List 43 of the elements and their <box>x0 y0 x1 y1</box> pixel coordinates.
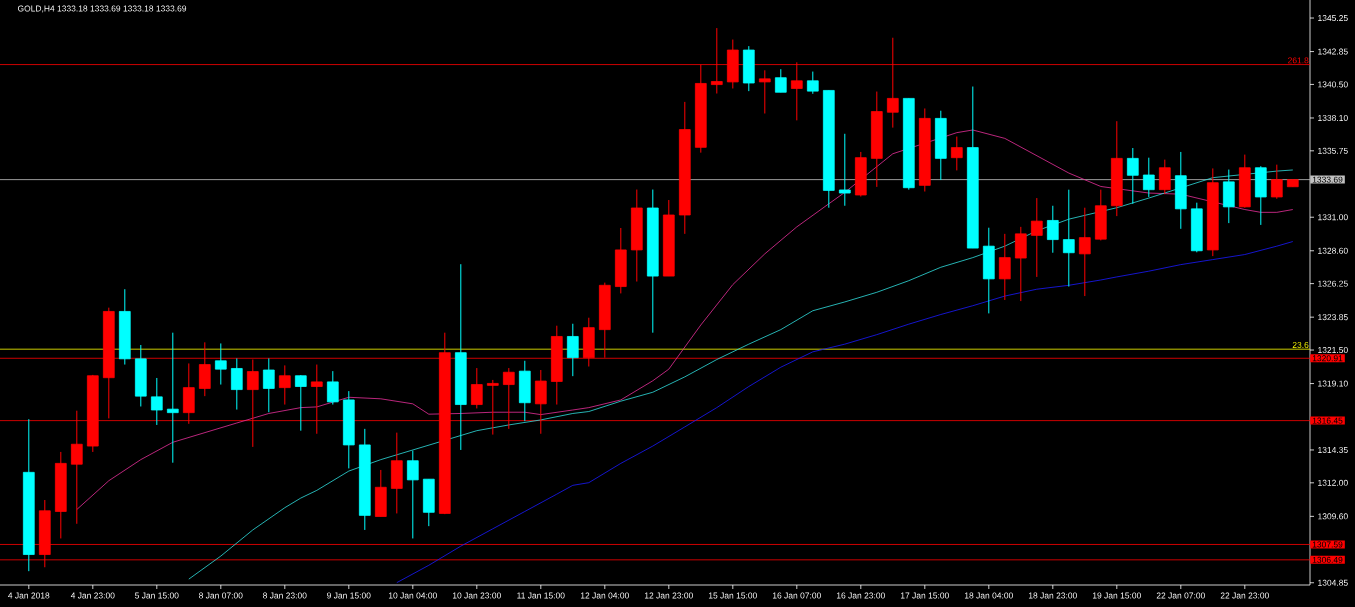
y-tick-label: 1312.00 <box>1318 479 1348 486</box>
x-tick-label: 4 Jan 23:00 <box>70 592 115 599</box>
annotation: 23.6 <box>1292 341 1309 348</box>
ref-line-label: 1306.49 <box>1312 556 1343 563</box>
x-tick-label: 4 Jan 2018 <box>8 592 50 599</box>
ref-line-label: 1316.45 <box>1312 417 1343 424</box>
x-tick-label: 9 Jan 15:00 <box>327 592 371 599</box>
y-tick-label: 1319.10 <box>1318 380 1348 387</box>
x-tick-label: 5 Jan 15:00 <box>135 592 179 599</box>
x-tick-label: 22 Jan 07:00 <box>1156 592 1205 599</box>
ref-line-label: 1307.59 <box>1312 541 1343 548</box>
y-tick-label: 1323.85 <box>1318 314 1348 321</box>
annotation: 261.8 <box>1288 57 1309 64</box>
y-tick-label: 1340.50 <box>1318 81 1348 88</box>
y-tick-label: 1328.60 <box>1318 247 1348 254</box>
x-tick-label: 8 Jan 07:00 <box>199 592 243 599</box>
ref-line-label: 1333.69 <box>1312 176 1343 183</box>
x-tick-label: 18 Jan 23:00 <box>1028 592 1077 599</box>
x-tick-label: 17 Jan 15:00 <box>900 592 949 599</box>
y-tick-label: 1309.60 <box>1318 513 1348 520</box>
x-tick-label: 11 Jan 15:00 <box>517 592 565 599</box>
x-tick-label: 12 Jan 23:00 <box>644 592 693 599</box>
x-tick-label: 8 Jan 23:00 <box>263 592 307 599</box>
x-tick-label: 19 Jan 15:00 <box>1092 592 1141 599</box>
y-tick-label: 1335.75 <box>1318 147 1348 154</box>
y-tick-label: 1331.00 <box>1318 214 1348 221</box>
x-tick-label: 15 Jan 15:00 <box>708 592 757 599</box>
y-tick-label: 1342.85 <box>1318 48 1348 55</box>
y-tick-label: 1326.25 <box>1318 280 1348 287</box>
x-tick-label: 16 Jan 07:00 <box>772 592 821 599</box>
x-tick-label: 18 Jan 04:00 <box>964 592 1013 599</box>
y-tick-label: 1304.85 <box>1318 579 1348 586</box>
ref-line-label: 1320.91 <box>1312 355 1343 362</box>
y-tick-label: 1338.10 <box>1318 114 1348 121</box>
x-tick-label: 10 Jan 23:00 <box>452 592 501 599</box>
y-tick-label: 1345.25 <box>1318 15 1348 22</box>
y-tick-label: 1321.50 <box>1318 347 1348 354</box>
text: GOLD,H4 1333.18 1333.69 1333.18 1333.69 <box>17 5 187 13</box>
x-tick-label: 22 Jan 23:00 <box>1220 592 1269 599</box>
x-tick-label: 16 Jan 23:00 <box>836 592 885 599</box>
x-tick-label: 12 Jan 04:00 <box>580 592 629 599</box>
y-tick-label: 1314.35 <box>1318 446 1348 453</box>
x-tick-label: 10 Jan 04:00 <box>388 592 437 599</box>
